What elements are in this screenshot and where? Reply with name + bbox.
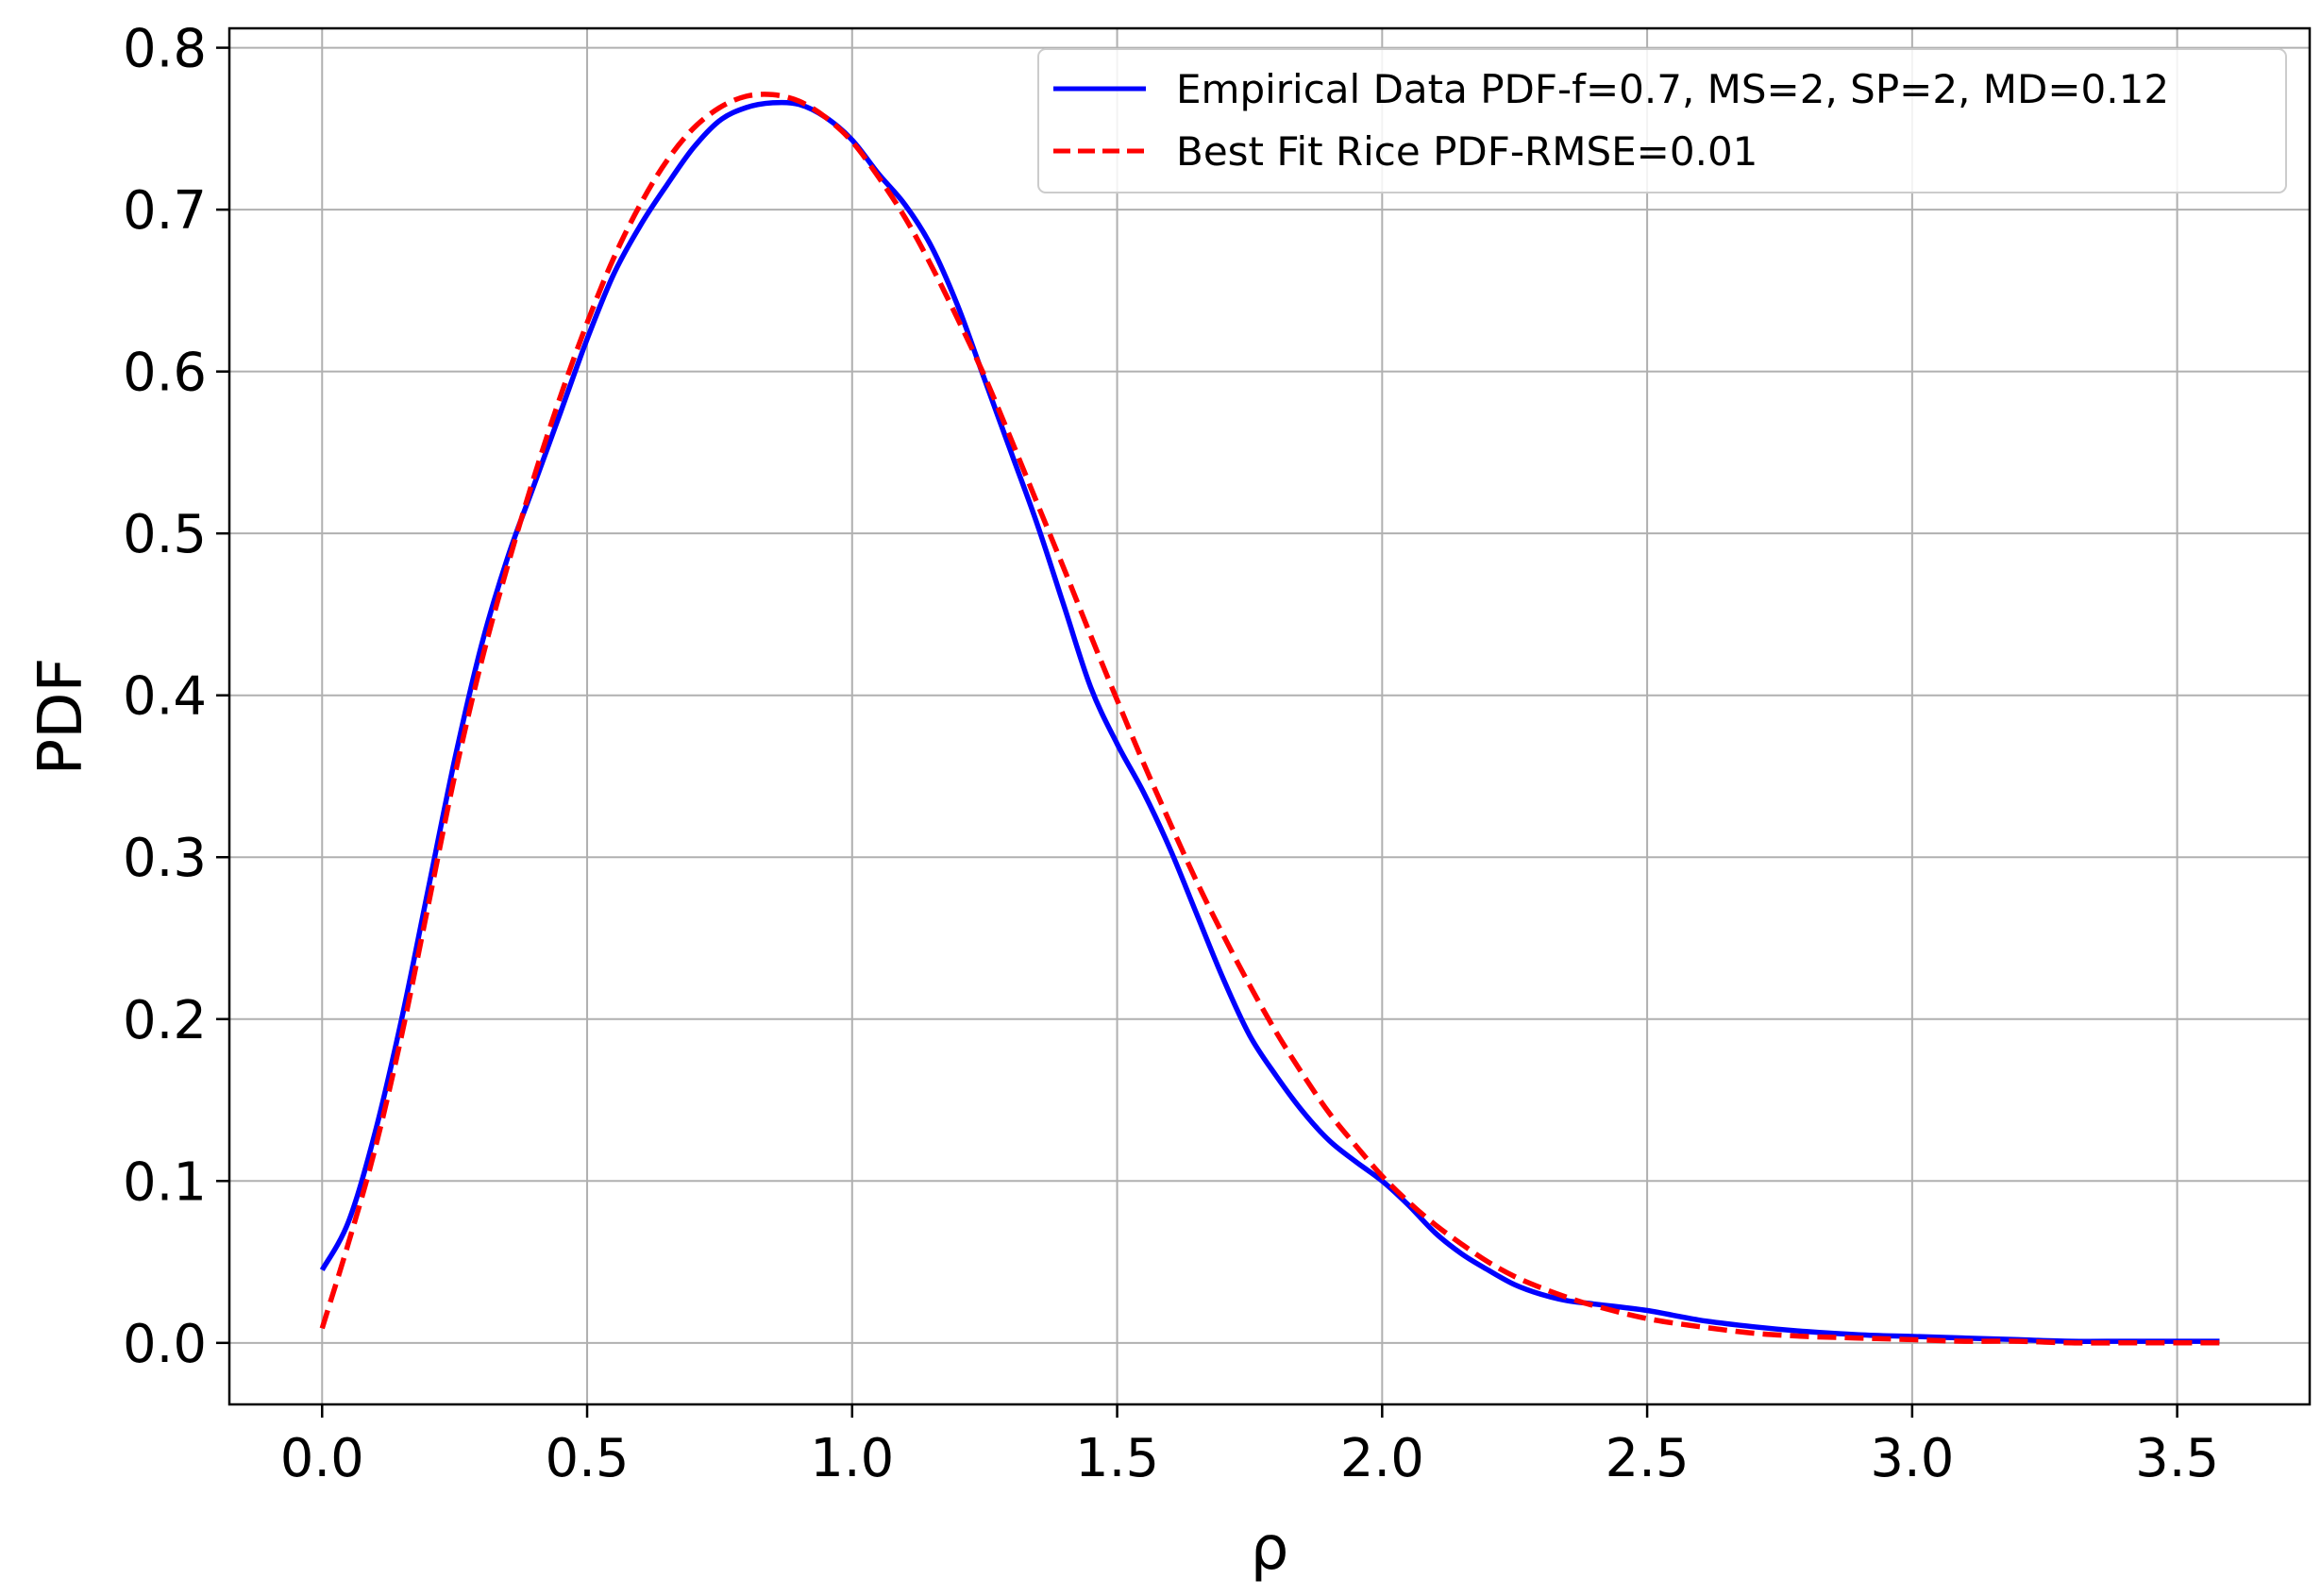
x-tick-label: 0.5	[546, 1428, 630, 1489]
plot-frame	[227, 26, 2312, 1406]
x-tick-label: 1.5	[1075, 1428, 1159, 1489]
legend: Empirical Data PDF-f=0.7, MS=2, SP=2, MD…	[1037, 48, 2287, 193]
y-tick-label: 0.4	[123, 666, 207, 728]
axis-ticks: 0.0 0.5 1.0 1.5 2.0 2.5 3.0 3.5 0.0 0.1 0.2 0.3 0.4 0…	[123, 19, 2219, 1489]
plot-series	[319, 92, 2220, 1346]
x-tick-label: 2.0	[1340, 1428, 1424, 1489]
x-tick-label: 0.0	[280, 1428, 364, 1489]
y-tick-label: 0.2	[123, 990, 207, 1051]
y-tick-label: 0.6	[123, 343, 207, 404]
x-tick-label: 2.5	[1606, 1428, 1690, 1489]
x-tick-label: 1.0	[810, 1428, 894, 1489]
grid	[229, 28, 2310, 1404]
y-tick-label: 0.0	[123, 1314, 207, 1375]
legend-box	[1037, 48, 2287, 193]
y-tick-label: 0.1	[123, 1151, 207, 1213]
y-tick-label: 0.3	[123, 828, 207, 889]
x-tick-label: 3.0	[1870, 1428, 1954, 1489]
y-tick-label: 0.5	[123, 504, 207, 565]
legend-label-rice-fit: Best Fit Rice PDF-RMSE=0.01	[1176, 128, 1758, 175]
x-tick-label: 3.5	[2135, 1428, 2219, 1489]
y-axis-label: PDF	[26, 658, 96, 776]
series-line-empirical	[319, 99, 2220, 1344]
series-line-rice-fit	[319, 92, 2220, 1346]
legend-label-empirical: Empirical Data PDF-f=0.7, MS=2, SP=2, MD…	[1176, 66, 2169, 112]
x-axis-label: ρ	[1251, 1514, 1289, 1584]
y-tick-label: 0.8	[123, 19, 207, 80]
y-tick-label: 0.7	[123, 180, 207, 242]
